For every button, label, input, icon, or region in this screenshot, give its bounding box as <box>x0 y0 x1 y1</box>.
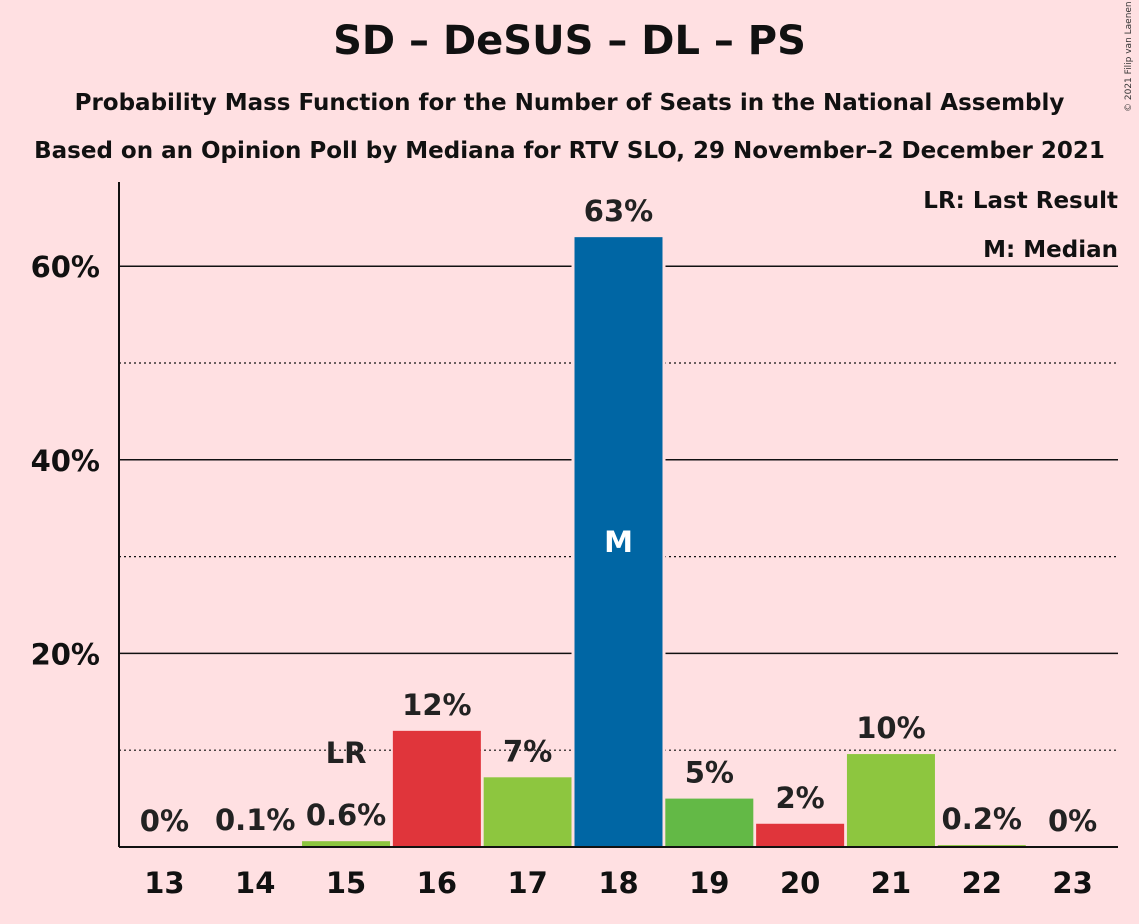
data-label-17: 7% <box>503 734 552 768</box>
bar-18 <box>574 237 663 847</box>
x-tick-label-15: 15 <box>326 866 366 900</box>
x-tick-label-18: 18 <box>598 866 638 900</box>
x-tick-label-13: 13 <box>144 866 184 900</box>
x-tick-label-17: 17 <box>508 866 548 900</box>
data-labels: 0% 0.1% 0.6% LR 12% 7% 63% M 5% 2% 10% 0.2% 0% <box>140 194 1097 838</box>
data-label-21: 10% <box>856 711 925 745</box>
data-label-15: 0.6% <box>306 798 386 832</box>
data-label-18: 63% <box>584 194 653 228</box>
x-tick-label-21: 21 <box>871 866 911 900</box>
median-marker: M <box>604 525 633 559</box>
x-tick-label-23: 23 <box>1052 866 1092 900</box>
chart-title: SD – DeSUS – DL – PS <box>333 18 806 64</box>
bar-15 <box>302 841 391 847</box>
bar-20 <box>756 823 845 847</box>
bar-21 <box>846 754 935 847</box>
y-tick-label-60: 60% <box>31 250 100 284</box>
last-result-marker: LR <box>326 736 367 770</box>
chart-subtitle-source: Based on an Opinion Poll by Mediana for … <box>34 138 1105 164</box>
axes: 20% 40% 60% 13 14 15 16 17 18 19 20 21 22 23 <box>31 182 1118 900</box>
bars <box>211 236 1026 847</box>
data-label-23: 0% <box>1048 804 1097 838</box>
data-label-16: 12% <box>402 688 471 722</box>
bar-17 <box>483 777 572 847</box>
x-tick-label-14: 14 <box>235 866 275 900</box>
y-tick-label-20: 20% <box>31 637 100 671</box>
legend-median: M: Median <box>983 237 1118 263</box>
data-label-22: 0.2% <box>942 802 1022 836</box>
legend-last-result: LR: Last Result <box>923 188 1118 214</box>
x-tick-label-16: 16 <box>417 866 457 900</box>
data-label-14: 0.1% <box>215 803 295 837</box>
data-label-20: 2% <box>776 781 825 815</box>
bar-16 <box>392 730 481 847</box>
y-tick-label-40: 40% <box>31 444 100 478</box>
data-label-19: 5% <box>685 756 734 790</box>
x-tick-label-22: 22 <box>962 866 1002 900</box>
bar-19 <box>665 798 754 847</box>
x-tick-label-20: 20 <box>780 866 820 900</box>
data-label-13: 0% <box>140 804 189 838</box>
x-tick-label-19: 19 <box>689 866 729 900</box>
chart-subtitle: Probability Mass Function for the Number… <box>74 90 1065 116</box>
